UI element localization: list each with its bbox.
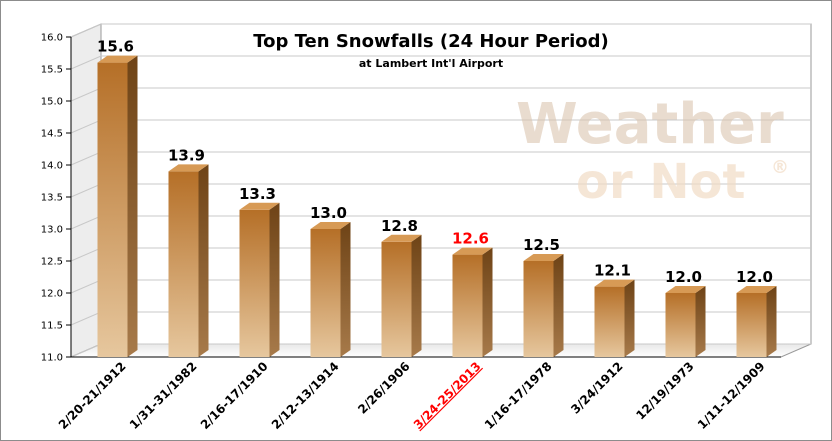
bar — [381, 241, 412, 357]
y-tick-label: 12.0 — [41, 289, 63, 300]
data-label: 15.6 — [97, 38, 134, 56]
watermark-registered-mark: ® — [771, 157, 789, 178]
x-category-label: 1/16-17/1978 — [482, 359, 555, 432]
bar — [594, 286, 625, 357]
bar-top — [594, 279, 635, 287]
bar-top — [168, 164, 209, 172]
x-category-label: 2/16-17/1910 — [198, 359, 271, 432]
x-category-label: 2/20-21/1912 — [56, 359, 129, 432]
bar — [239, 209, 270, 357]
data-label: 13.3 — [239, 185, 276, 203]
bar — [736, 293, 767, 357]
y-tick-label: 11.0 — [41, 353, 63, 364]
bar-top — [665, 286, 706, 293]
data-label: 12.6 — [452, 230, 489, 248]
x-category-label: 2/12-13/1914 — [269, 359, 342, 432]
x-category-label: 1/31-31/1982 — [127, 359, 200, 432]
data-label: 12.8 — [381, 217, 418, 235]
y-tick-label: 15.0 — [41, 97, 63, 108]
bar-side — [766, 286, 777, 357]
data-label: 12.0 — [736, 268, 773, 286]
bar-side — [127, 55, 138, 357]
chart-subtitle: at Lambert Int'l Airport — [359, 57, 503, 70]
gridline — [70, 55, 811, 70]
y-tick-label: 13.0 — [41, 225, 63, 236]
x-category-label: 3/24/1912 — [568, 359, 625, 416]
x-category-label: 2/26/1906 — [355, 359, 412, 416]
bar-side — [695, 286, 706, 357]
bar-side — [269, 202, 280, 357]
bar — [310, 229, 341, 357]
bar-top — [381, 234, 422, 242]
bar — [523, 261, 554, 357]
bar-top — [523, 254, 564, 261]
data-label: 13.0 — [310, 204, 347, 222]
gridline — [70, 23, 811, 38]
y-tick-label: 11.5 — [41, 321, 63, 332]
data-label: 12.5 — [523, 236, 560, 254]
y-tick-label: 15.5 — [41, 65, 63, 76]
bar-side — [340, 222, 351, 357]
bar-side — [482, 247, 493, 357]
bar-side — [198, 164, 209, 357]
x-category-label: 1/11-12/1909 — [695, 359, 768, 432]
data-label: 12.0 — [665, 268, 702, 286]
watermark-line2: or Not — [576, 154, 745, 210]
bar — [97, 62, 128, 357]
bar — [168, 171, 199, 357]
bar-top — [97, 55, 138, 63]
bar-side — [411, 234, 422, 357]
x-category-label: 12/19/1973 — [633, 359, 696, 422]
y-tick-label: 12.5 — [41, 257, 63, 268]
y-tick-label: 14.0 — [41, 161, 63, 172]
x-category-label: 3/24-25/2013 — [411, 359, 484, 432]
chart-title: Top Ten Snowfalls (24 Hour Period) — [253, 31, 609, 52]
bar-top — [452, 247, 493, 255]
watermark-line1: Weather — [516, 92, 784, 157]
data-label: 12.1 — [594, 262, 631, 280]
bar — [665, 293, 696, 357]
bar-side — [624, 279, 635, 357]
y-tick-label: 14.5 — [41, 129, 63, 140]
y-tick-label: 16.0 — [41, 33, 63, 44]
bar-side — [553, 254, 564, 357]
bar-top — [736, 286, 777, 293]
data-label: 13.9 — [168, 146, 205, 164]
y-tick-label: 13.5 — [41, 193, 63, 204]
bar — [452, 254, 483, 357]
bar-top — [310, 222, 351, 229]
bar-top — [239, 202, 280, 210]
